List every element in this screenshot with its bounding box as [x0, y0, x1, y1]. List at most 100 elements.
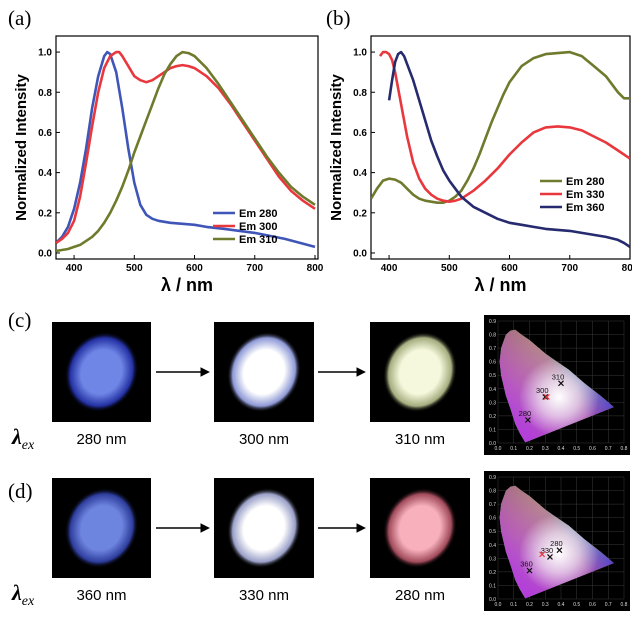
- cie-point-marker: [539, 551, 546, 558]
- cie-point-label: 360: [520, 560, 533, 569]
- series-line-em-280: [371, 50, 630, 204]
- cie-point-marker: [543, 393, 550, 400]
- cie-x-tick: 0.7: [605, 602, 612, 608]
- cie-point-marker: [558, 380, 564, 387]
- excitation-caption: 280 nm: [76, 431, 126, 448]
- cie-gamut: [499, 485, 614, 599]
- x-tick-label: 400: [381, 263, 398, 274]
- cie-x-tick: 0.8: [621, 446, 628, 452]
- cie-y-tick: 0.4: [489, 387, 496, 393]
- x-tick-label: 800: [622, 263, 632, 274]
- cie-point-label: 280: [550, 539, 563, 548]
- cie-y-tick: 0.4: [489, 543, 496, 549]
- cie-y-tick: 0.7: [489, 502, 496, 508]
- y-tick-label: 1.0: [353, 48, 367, 59]
- panel-label-b: (b): [326, 6, 351, 30]
- y-tick-label: 0.8: [353, 88, 367, 99]
- y-tick-label: 0.0: [353, 248, 367, 259]
- y-tick-label: 0.4: [38, 168, 52, 179]
- y-tick-label: 1.0: [38, 48, 52, 59]
- x-tick-label: 400: [66, 263, 83, 274]
- cie-point-label: 300: [536, 386, 549, 395]
- cie-gamut: [499, 329, 614, 443]
- cie-x-tick: 0.4: [558, 602, 565, 608]
- cie-x-tick: 0.0: [495, 602, 502, 608]
- emission-spot: [383, 331, 457, 413]
- cie-y-tick: 0.9: [489, 319, 496, 325]
- cie-x-tick: 0.5: [573, 446, 580, 452]
- y-tick-label: 0.8: [38, 88, 52, 99]
- cie-y-tick: 0.0: [489, 597, 496, 603]
- plot-frame: [370, 35, 631, 260]
- series-line-em-330: [378, 50, 630, 203]
- cie-point-label: 330: [541, 546, 554, 555]
- cie-y-tick: 0.0: [489, 441, 496, 447]
- cie-point-marker: [525, 417, 531, 423]
- cie-x-tick: 0.6: [589, 602, 596, 608]
- cie-y-tick: 0.2: [489, 414, 496, 420]
- cie-y-tick: 0.6: [489, 516, 496, 522]
- cie-point-label: 310: [552, 372, 565, 381]
- cie-x-tick: 0.0: [495, 446, 502, 452]
- legend-entry: Em 280: [239, 208, 278, 220]
- y-tick-label: 0.0: [38, 248, 52, 259]
- series-line-em-360: [387, 50, 630, 248]
- cie-y-tick: 0.5: [489, 529, 496, 535]
- row-c: 280 nm 300 nm 310 nm λex 0.0 0.1 0.2 0.3 0.4 0.5 0…: [11, 315, 630, 455]
- cie-point-label: 280: [519, 409, 532, 418]
- y-tick-label: 0.6: [353, 128, 367, 139]
- x-tick-label: 500: [441, 263, 458, 274]
- emission-spot: [227, 331, 301, 413]
- x-tick-label: 600: [501, 263, 518, 274]
- y-axis-label: Normalized Intensity: [13, 73, 30, 220]
- plot-frame: [55, 35, 319, 260]
- cie-x-tick: 0.1: [510, 446, 517, 452]
- cie-point-marker: [547, 554, 553, 560]
- emission-spot: [64, 331, 139, 413]
- emission-spot: [383, 487, 457, 569]
- legend-entry: Em 310: [239, 234, 278, 246]
- emission-spot: [64, 487, 139, 569]
- excitation-caption: 330 nm: [239, 587, 289, 604]
- cie-y-tick: 0.8: [489, 333, 496, 339]
- row-d: 360 nm 330 nm 280 nm λex 0.0 0.1 0.2 0.3 0.4 0.5 0…: [11, 471, 630, 611]
- cie-x-tick: 0.3: [542, 602, 549, 608]
- cie-y-tick: 0.9: [489, 475, 496, 481]
- cie-x-tick: 0.8: [621, 602, 628, 608]
- cie-x-tick: 0.5: [573, 602, 580, 608]
- panel-label-a: (a): [8, 6, 31, 30]
- y-axis-label: Normalized Intensity: [328, 73, 345, 220]
- excitation-caption: 300 nm: [239, 431, 289, 448]
- y-tick-label: 0.2: [38, 208, 52, 219]
- chart-b: 400 500 600 700 800 0.0 0.2 0.4 0.6 0.8 1.0 λ / nm N…: [328, 35, 632, 295]
- x-axis-label: λ / nm: [474, 275, 526, 295]
- cie-point-marker: [526, 567, 533, 574]
- cie-point-marker: [556, 547, 563, 554]
- cie-x-tick: 0.6: [589, 446, 596, 452]
- legend-entry: Em 360: [566, 202, 605, 214]
- cie-y-tick: 0.2: [489, 570, 496, 576]
- cie-y-tick: 0.7: [489, 346, 496, 352]
- x-tick-label: 800: [307, 263, 324, 274]
- lambda-ex-label: λex: [11, 424, 35, 453]
- x-tick-label: 500: [126, 263, 143, 274]
- legend-entry: Em 280: [566, 176, 605, 188]
- x-tick-label: 600: [186, 263, 203, 274]
- cie-y-tick: 0.6: [489, 360, 496, 366]
- excitation-caption: 360 nm: [76, 587, 126, 604]
- legend-entry: Em 300: [239, 221, 278, 233]
- x-axis-label: λ / nm: [161, 275, 213, 295]
- cie-x-tick: 0.1: [510, 602, 517, 608]
- y-tick-label: 0.2: [353, 208, 367, 219]
- cie-point-marker: [542, 393, 549, 400]
- cie-x-tick: 0.4: [558, 446, 565, 452]
- emission-spot: [227, 487, 301, 569]
- cie-y-tick: 0.3: [489, 400, 496, 406]
- x-tick-label: 700: [246, 263, 263, 274]
- cie-y-tick: 0.8: [489, 489, 496, 495]
- legend-entry: Em 330: [566, 189, 605, 201]
- cie-y-tick: 0.1: [489, 427, 496, 433]
- excitation-caption: 310 nm: [395, 431, 445, 448]
- series-line-em-310: [56, 50, 316, 253]
